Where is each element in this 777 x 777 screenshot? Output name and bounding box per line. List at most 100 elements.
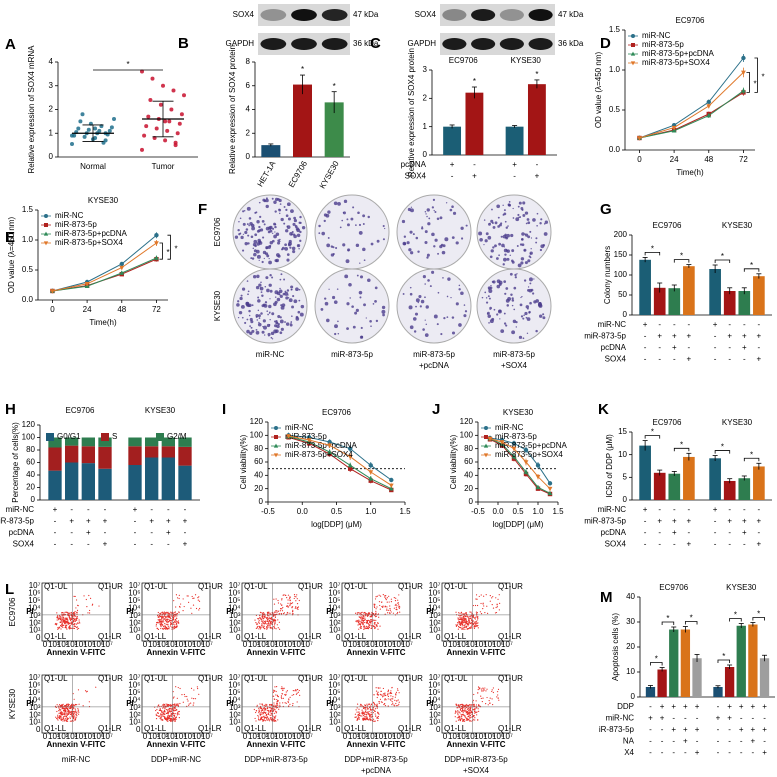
event-dot — [161, 613, 164, 615]
bar-segment — [65, 437, 79, 446]
event-dot — [271, 709, 273, 711]
colony-dot — [271, 197, 274, 200]
condition-sign: - — [661, 725, 664, 734]
event-dot — [271, 714, 273, 716]
event-dot — [194, 594, 197, 596]
bar — [748, 624, 758, 697]
event-dot — [357, 717, 359, 719]
event-dot — [377, 715, 379, 718]
y-tick-label: 8 — [246, 57, 251, 66]
legend-label: miR-873-5p — [55, 220, 97, 229]
event-dot — [61, 621, 63, 623]
colony-dot — [277, 322, 280, 326]
y-tick-label: 10⁵ — [328, 596, 340, 605]
event-dot — [269, 707, 271, 709]
condition-sign: - — [536, 160, 539, 169]
x-tick-label: 0 — [343, 640, 348, 649]
event-dot — [78, 703, 80, 705]
x-tick-label: 10² — [257, 640, 269, 649]
event-dot — [255, 627, 257, 629]
event-dot — [295, 689, 297, 691]
event-dot — [458, 622, 460, 624]
event-dot — [276, 701, 278, 703]
event-dot — [364, 627, 366, 629]
condition-sign: + — [535, 172, 540, 181]
point — [535, 474, 541, 480]
event-dot — [60, 719, 62, 721]
event-dot — [370, 709, 372, 711]
event-dot — [65, 710, 67, 712]
event-dot — [162, 628, 164, 630]
colony-dot — [331, 295, 336, 300]
y-tick-label: 10 — [626, 667, 635, 676]
event-dot — [76, 609, 79, 611]
colony-dot — [347, 223, 350, 227]
y-tick-label: 0 — [336, 725, 341, 734]
colony-dot — [326, 243, 331, 248]
event-dot — [179, 702, 181, 705]
event-dot — [467, 625, 469, 627]
condition-sign: - — [728, 737, 731, 746]
event-dot — [385, 599, 387, 601]
x-tick-label: 10² — [357, 640, 369, 649]
event-dot — [480, 695, 482, 697]
colony-dot — [511, 304, 514, 307]
condition-sign: - — [644, 332, 647, 341]
event-dot — [168, 708, 170, 710]
x-tick-label: 10⁵ — [83, 732, 95, 741]
panel-letter: L — [5, 581, 14, 598]
event-dot — [394, 604, 396, 606]
event-dot — [76, 619, 78, 621]
event-dot — [482, 697, 484, 699]
colony-dot — [258, 283, 262, 287]
colony-dot — [446, 295, 449, 298]
condition-sign: - — [763, 714, 766, 723]
event-dot — [164, 710, 166, 712]
x-tick-label: 10⁴ — [374, 732, 387, 741]
point — [84, 282, 90, 287]
colony-dot — [382, 313, 385, 317]
colony-dot — [287, 217, 291, 221]
colony-dot — [511, 297, 514, 300]
event-dot — [376, 595, 378, 597]
event-dot — [195, 607, 198, 610]
event-dot — [458, 623, 460, 625]
event-dot — [155, 713, 157, 715]
event-dot — [286, 597, 288, 599]
colony-dot — [261, 294, 264, 297]
colony-dot — [295, 315, 299, 319]
event-dot — [483, 605, 485, 607]
bar-segment — [65, 445, 79, 463]
row-label: EC9706 — [213, 217, 222, 246]
event-dot — [477, 619, 479, 621]
event-dot — [374, 603, 376, 605]
event-dot — [370, 619, 372, 621]
event-dot — [457, 617, 459, 619]
event-dot — [456, 707, 458, 709]
condition-sign: - — [743, 320, 746, 329]
colony-dot — [431, 232, 435, 237]
event-dot — [475, 611, 478, 613]
y-tick-label: 10¹ — [429, 626, 441, 635]
event-dot — [469, 617, 471, 620]
group-title: KYSE30 — [726, 583, 757, 592]
event-dot — [266, 707, 269, 710]
legend-label: miR-873-5p — [285, 432, 327, 441]
event-dot — [456, 717, 458, 719]
x-tick-label: 10⁷ — [301, 640, 313, 649]
colony-dot — [419, 305, 422, 308]
event-dot — [287, 594, 290, 596]
event-dot — [375, 596, 377, 598]
event-dot — [175, 686, 177, 688]
event-dot — [261, 617, 263, 619]
condition-sign: + — [742, 528, 747, 537]
colony-dot — [498, 280, 503, 285]
event-dot — [455, 704, 458, 706]
colony-dot — [381, 305, 386, 310]
event-dot — [270, 704, 272, 706]
event-dot — [298, 599, 300, 602]
event-dot — [270, 718, 272, 720]
event-dot — [191, 612, 193, 614]
colony-dot — [284, 247, 289, 251]
event-dot — [263, 627, 266, 630]
